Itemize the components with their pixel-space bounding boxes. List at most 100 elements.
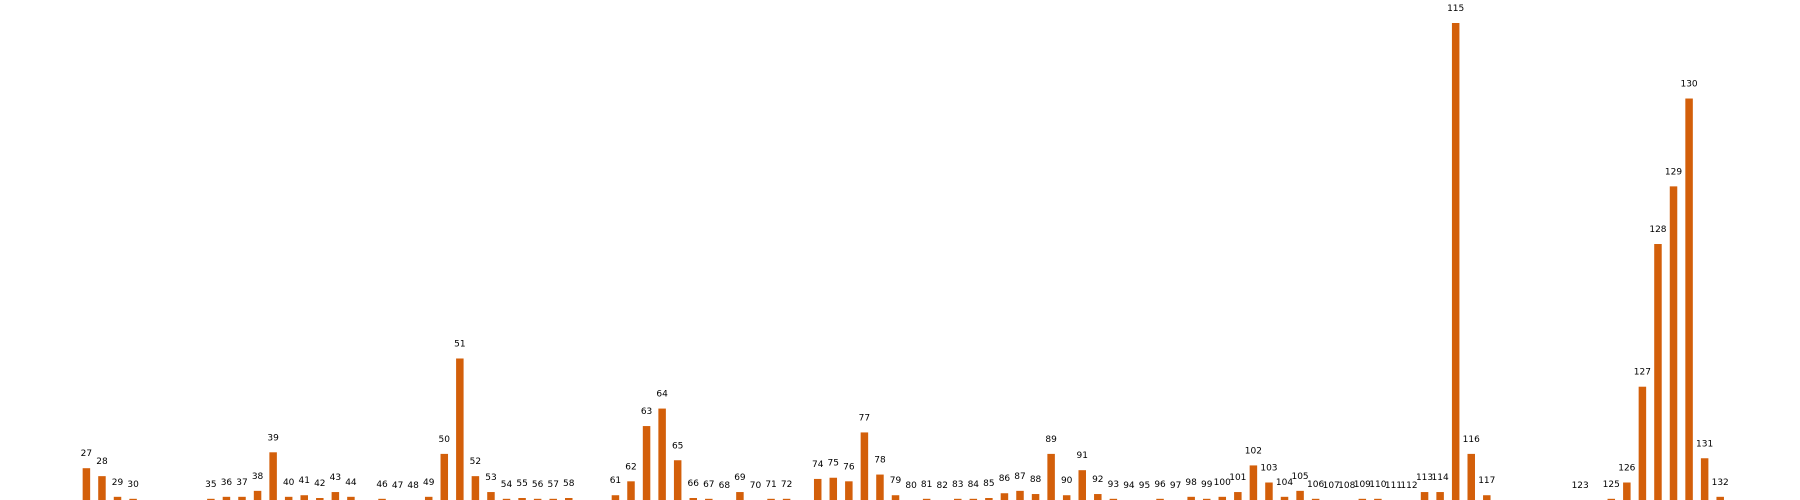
- bar-group-132: 132: [1712, 478, 1729, 500]
- bar-group-127: 127: [1634, 368, 1651, 500]
- bar-group-30: 30: [127, 480, 139, 500]
- bar-label-81: 81: [921, 480, 932, 490]
- bar-group-108: 108: [1338, 481, 1355, 491]
- bar-55: [518, 498, 526, 500]
- bar-label-109: 109: [1354, 480, 1371, 490]
- bar-group-36: 36: [221, 478, 233, 500]
- bar-74: [813, 478, 822, 500]
- bar-label-37: 37: [236, 478, 247, 488]
- bar-group-109: 109: [1354, 480, 1371, 500]
- bar-group-113: 113: [1416, 473, 1433, 500]
- bar-label-127: 127: [1634, 368, 1651, 378]
- bar-label-116: 116: [1463, 435, 1480, 445]
- bar-99: [1202, 498, 1211, 500]
- bar-label-128: 128: [1649, 225, 1666, 235]
- bar-label-41: 41: [299, 476, 310, 486]
- bar-group-41: 41: [299, 476, 310, 500]
- bar-label-80: 80: [905, 481, 917, 491]
- bar-label-87: 87: [1014, 472, 1025, 482]
- bar-label-96: 96: [1154, 480, 1166, 490]
- bar-group-90: 90: [1061, 476, 1073, 500]
- bar-43: [331, 492, 340, 500]
- bar-group-48: 48: [407, 481, 419, 491]
- bar-label-91: 91: [1077, 451, 1088, 461]
- bar-72: [782, 498, 791, 500]
- bar-36: [222, 496, 231, 500]
- bar-group-117: 117: [1478, 476, 1495, 500]
- bar-37: [238, 496, 246, 500]
- bar-group-37: 37: [236, 478, 248, 500]
- bar-group-47: 47: [392, 481, 403, 491]
- bar-105: [1296, 490, 1304, 500]
- bar-group-56: 56: [532, 480, 544, 500]
- bar-group-75: 75: [828, 459, 839, 500]
- bar-101: [1234, 492, 1242, 500]
- bar-label-98: 98: [1185, 478, 1197, 488]
- bar-group-65: 65: [672, 441, 683, 500]
- bar-89: [1047, 453, 1055, 500]
- bar-label-54: 54: [501, 480, 513, 490]
- bar-group-93: 93: [1108, 480, 1119, 500]
- bar-label-62: 62: [625, 462, 636, 472]
- bar-label-88: 88: [1030, 475, 1042, 485]
- bar-52: [471, 476, 480, 500]
- bar-label-126: 126: [1618, 464, 1635, 474]
- bar-group-111: 111: [1385, 481, 1402, 491]
- bar-label-125: 125: [1603, 480, 1620, 490]
- bar-109: [1358, 498, 1367, 500]
- bar-group-69: 69: [734, 473, 746, 500]
- bar-group-76: 76: [843, 462, 855, 500]
- bar-group-35: 35: [205, 480, 217, 500]
- bar-100: [1218, 496, 1227, 500]
- bar-label-108: 108: [1338, 481, 1355, 491]
- bar-group-64: 64: [656, 390, 668, 500]
- bar-78: [876, 474, 884, 500]
- bar-group-58: 58: [563, 479, 575, 500]
- bar-label-114: 114: [1432, 473, 1449, 483]
- bar-label-117: 117: [1478, 476, 1495, 486]
- bar-label-115: 115: [1447, 4, 1464, 14]
- bar-label-110: 110: [1369, 480, 1386, 490]
- bar-group-123: 123: [1572, 481, 1589, 491]
- bar-28: [98, 476, 106, 500]
- bar-92: [1094, 494, 1102, 500]
- bar-label-70: 70: [750, 481, 762, 491]
- bar-group-89: 89: [1045, 435, 1057, 500]
- bar-label-105: 105: [1291, 472, 1308, 482]
- bar-102: [1249, 465, 1258, 500]
- bar-label-92: 92: [1092, 475, 1103, 485]
- bar-label-78: 78: [874, 456, 886, 466]
- bar-104: [1280, 496, 1289, 500]
- bar-group-39: 39: [267, 433, 279, 500]
- bar-group-82: 82: [936, 481, 947, 491]
- bar-30: [129, 498, 137, 500]
- bar-group-68: 68: [719, 481, 731, 491]
- bar-117: [1483, 495, 1491, 500]
- bar-66: [689, 498, 697, 500]
- bar-label-103: 103: [1260, 464, 1277, 474]
- bar-group-110: 110: [1369, 480, 1387, 500]
- bar-81: [922, 498, 931, 500]
- bar-label-36: 36: [221, 478, 233, 488]
- bar-label-51: 51: [454, 339, 465, 349]
- bar-group-96: 96: [1154, 480, 1166, 500]
- bar-group-71: 71: [765, 480, 777, 500]
- bar-group-78: 78: [874, 456, 886, 500]
- bar-label-95: 95: [1139, 481, 1150, 491]
- bar-label-38: 38: [252, 472, 264, 482]
- bar-64: [658, 408, 666, 500]
- bar-83: [954, 498, 962, 500]
- bar-group-107: 107: [1323, 481, 1340, 491]
- bar-label-28: 28: [96, 457, 108, 467]
- bar-113: [1420, 492, 1429, 500]
- bar-110: [1374, 498, 1382, 500]
- bar-group-131: 131: [1696, 439, 1713, 500]
- bar-label-76: 76: [843, 462, 855, 472]
- bar-label-111: 111: [1385, 481, 1402, 491]
- bar-label-75: 75: [828, 459, 839, 469]
- bar-label-65: 65: [672, 441, 683, 451]
- bar-group-40: 40: [283, 478, 295, 500]
- bar-label-86: 86: [999, 474, 1011, 484]
- bar-77: [860, 432, 869, 500]
